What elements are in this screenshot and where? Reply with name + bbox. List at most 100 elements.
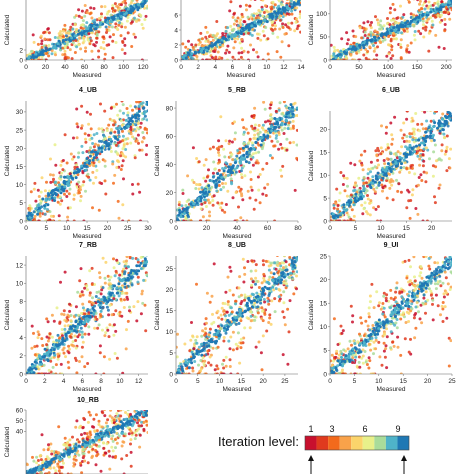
scatter-point <box>268 97 271 100</box>
scatter-point <box>48 47 52 51</box>
scatter-point <box>294 45 297 48</box>
scatter-point <box>91 206 94 210</box>
scatter-point <box>376 219 379 221</box>
scatter-point <box>81 340 85 344</box>
scatter-point <box>81 41 85 45</box>
scatter-point <box>331 212 335 216</box>
scatter-point <box>421 19 425 23</box>
scatter-point <box>115 126 118 130</box>
scatter-point <box>279 55 283 59</box>
scatter-point <box>398 159 402 163</box>
scatter-point <box>80 335 84 339</box>
scatter-point <box>374 15 377 19</box>
scatter-point <box>239 18 243 22</box>
scatter-point <box>254 123 257 127</box>
scatter-point <box>72 344 76 348</box>
scatter-point <box>375 154 379 158</box>
scatter-point <box>338 53 342 57</box>
scatter-point <box>381 189 384 193</box>
scatter-point <box>394 37 398 41</box>
scatter-point <box>50 52 54 56</box>
scatter-point <box>69 335 73 339</box>
scatter-point <box>267 127 271 131</box>
scatter-point <box>91 58 95 60</box>
scatter-point <box>123 43 127 47</box>
scatter-point <box>402 133 406 137</box>
scatter-point <box>294 81 297 84</box>
scatter-point <box>118 6 122 10</box>
scatter-point <box>342 207 346 211</box>
scatter-point <box>276 92 279 95</box>
scatter-point <box>60 328 64 331</box>
scatter-point <box>66 360 70 364</box>
scatter-point <box>230 182 234 186</box>
scatter-point <box>139 261 143 265</box>
scatter-point <box>57 214 61 218</box>
scatter-point <box>100 298 103 302</box>
scatter-point <box>422 159 426 163</box>
scatter-point <box>363 191 367 195</box>
scatter-point <box>57 343 61 347</box>
scatter-point <box>447 157 451 161</box>
scatter-point <box>269 117 273 121</box>
scatter-point <box>283 126 287 130</box>
scatter-point <box>76 155 80 159</box>
scatter-point <box>37 219 41 221</box>
scatter-point <box>261 58 265 60</box>
scatter-point <box>115 166 119 169</box>
scatter-point <box>126 265 130 269</box>
scatter-point <box>398 151 402 155</box>
scatter-point <box>290 105 294 109</box>
scatter-point <box>102 35 106 39</box>
y-tick-label: 2 <box>174 42 178 49</box>
scatter-point <box>136 8 140 12</box>
scatter-point <box>416 154 420 158</box>
scatter-point <box>72 36 76 40</box>
scatter-point <box>385 167 388 171</box>
scatter-point <box>28 207 32 211</box>
scatter-point <box>53 199 57 202</box>
scatter-point <box>63 133 67 137</box>
scatter-point <box>87 300 91 304</box>
scatter-point <box>228 32 232 35</box>
scatter-point <box>44 194 48 198</box>
scatter-point <box>47 368 51 372</box>
scatter-point <box>292 3 296 7</box>
scatter-point <box>430 19 434 23</box>
scatter-point <box>383 35 387 39</box>
scatter-point <box>420 7 424 11</box>
scatter-point <box>130 283 134 287</box>
scatter-point <box>207 35 211 38</box>
scatter-point <box>53 196 57 200</box>
scatter-point <box>285 0 289 2</box>
scatter-point <box>230 152 234 156</box>
scatter-point <box>91 170 95 174</box>
scatter-point <box>351 45 355 49</box>
scatter-point <box>184 45 188 49</box>
scatter-point <box>256 175 260 179</box>
scatter-point <box>84 140 88 144</box>
scatter-point <box>94 315 97 319</box>
scatter-point <box>80 164 84 168</box>
scatter-point <box>138 246 141 249</box>
scatter-point <box>278 90 281 93</box>
scatter-point <box>34 207 38 211</box>
scatter-point <box>33 360 37 364</box>
scatter-point <box>73 329 77 333</box>
scatter-point <box>339 55 342 59</box>
scatter-point <box>380 25 384 29</box>
scatter-point <box>253 133 257 137</box>
scatter-point <box>129 271 133 275</box>
scatter-point <box>373 190 377 194</box>
scatter-point <box>424 0 428 3</box>
y-tick-label: 60 <box>166 134 174 141</box>
scatter-point <box>43 37 47 41</box>
scatter-point <box>114 269 118 273</box>
scatter-point <box>274 46 277 49</box>
x-tick-label: 50 <box>355 64 363 71</box>
scatter-point <box>359 153 363 157</box>
scatter-point <box>208 214 212 218</box>
x-tick-label: 0 <box>24 225 28 232</box>
scatter-point <box>63 175 66 179</box>
scatter-point <box>238 160 242 163</box>
